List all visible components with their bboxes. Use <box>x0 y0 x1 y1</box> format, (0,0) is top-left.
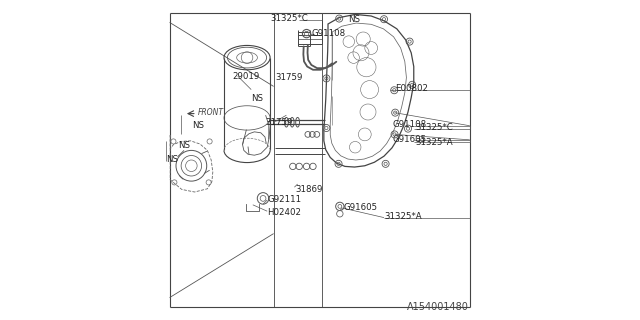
Text: A154001480: A154001480 <box>407 302 468 312</box>
Text: NS: NS <box>349 15 360 24</box>
Text: 31759: 31759 <box>265 118 292 127</box>
Text: H02402: H02402 <box>268 208 301 217</box>
Text: NS: NS <box>166 155 179 164</box>
Text: NS: NS <box>251 94 263 103</box>
Text: 31325*A: 31325*A <box>385 212 422 221</box>
Text: G91108: G91108 <box>312 29 346 38</box>
Text: FRONT: FRONT <box>198 108 224 117</box>
Text: 31325*A: 31325*A <box>415 138 452 147</box>
Text: NS: NS <box>192 121 204 130</box>
Text: G91605: G91605 <box>393 135 427 144</box>
Text: 31325*C: 31325*C <box>415 124 452 132</box>
Text: 31869: 31869 <box>295 185 323 194</box>
Text: 31759: 31759 <box>275 73 303 82</box>
Text: 31325*C: 31325*C <box>271 14 308 23</box>
Text: G91605: G91605 <box>343 203 377 212</box>
Text: 29019: 29019 <box>232 72 259 81</box>
Text: G91108: G91108 <box>393 120 427 129</box>
Text: NS: NS <box>179 141 191 150</box>
Text: E00802: E00802 <box>396 84 428 93</box>
Text: G92111: G92111 <box>268 196 301 204</box>
